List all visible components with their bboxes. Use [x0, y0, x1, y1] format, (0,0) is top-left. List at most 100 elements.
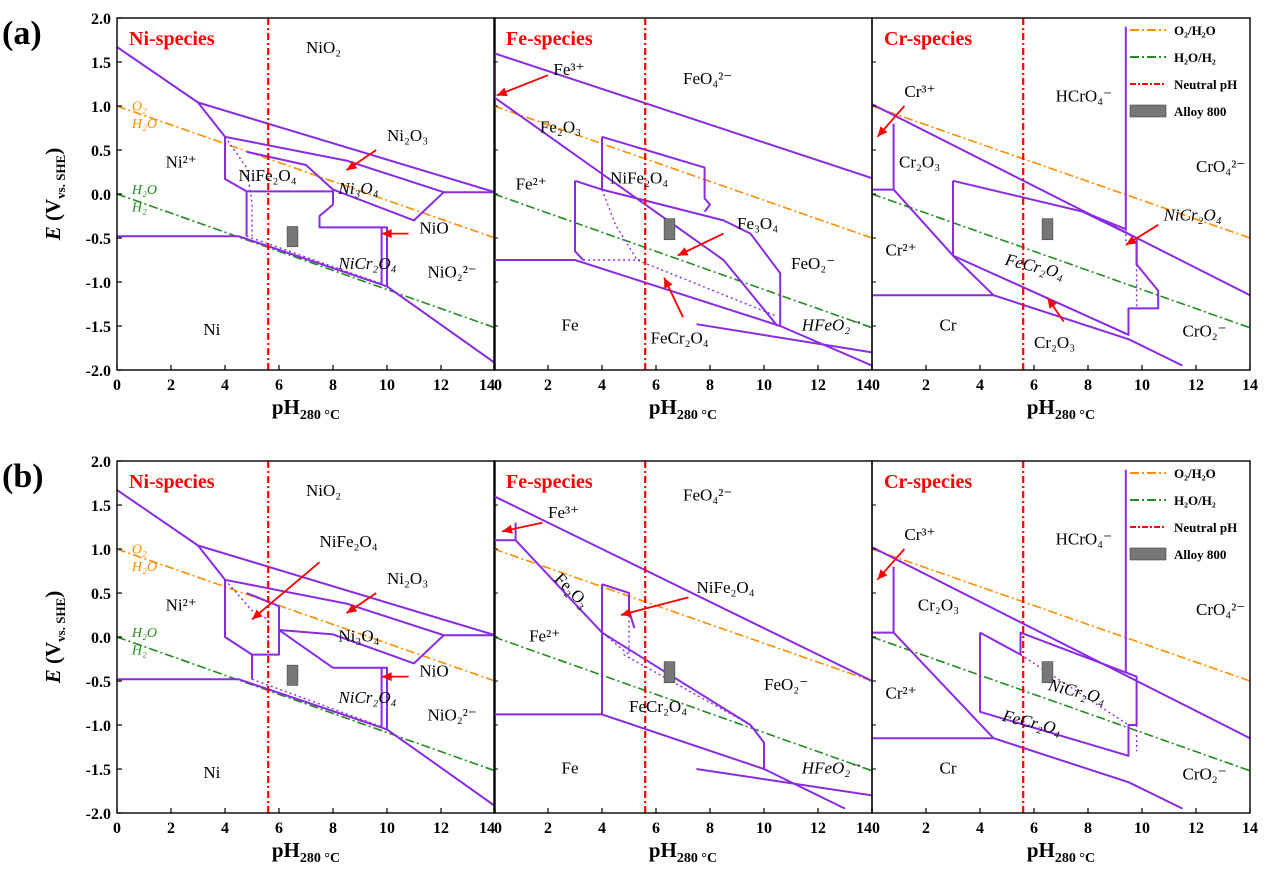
region-label: O₂: [132, 542, 147, 557]
region-label: Cr²⁺: [886, 241, 917, 260]
panel-title: Fe-species: [506, 471, 593, 493]
y-tick-label: 2.0: [91, 454, 111, 471]
y-tick-label: -1.5: [86, 762, 111, 779]
y-axis-label: E (Vvs. SHE): [41, 591, 68, 685]
panel-title: Ni-species: [129, 471, 215, 493]
phase-boundary: [1082, 26, 1127, 231]
legend-label-alloy: Alloy 800: [1174, 547, 1226, 562]
arrow-head: [677, 247, 689, 256]
arrow-head: [502, 524, 513, 534]
metastable-boundary: [1020, 654, 1129, 726]
annotation-label: Fe₃O₄: [737, 214, 778, 233]
phase-boundary: [252, 630, 280, 656]
region-label: FeO₂⁻: [764, 675, 808, 694]
legend-label-h2: H₂O/H₂: [1174, 50, 1216, 65]
legend-label-alloy: Alloy 800: [1174, 104, 1226, 119]
x-tick-label: 6: [1030, 377, 1038, 394]
phase-boundary: [514, 539, 765, 769]
x-tick-label: 14: [856, 377, 872, 394]
region-label: Ni₃O₄: [338, 626, 379, 645]
region-label: Ni²⁺: [166, 153, 197, 172]
annotation-label: Cr₂O₃: [1034, 333, 1075, 352]
region-label: FeCr₂O₄: [1000, 706, 1064, 739]
annotation-label: NiO: [419, 662, 448, 681]
region-label: FeCr₂O₄: [629, 697, 687, 716]
row-label: (a): [2, 15, 42, 52]
region-label: H₂O: [131, 117, 157, 132]
arrow-head: [1125, 235, 1137, 246]
phase-boundary: [224, 135, 495, 194]
region-label: Fe₂O₃: [551, 569, 594, 612]
phase-boundary: [494, 52, 872, 180]
x-tick-label: 6: [652, 377, 660, 394]
x-axis-label: pH280 °C: [1027, 395, 1095, 423]
phase-boundary: [246, 592, 445, 665]
region-label: CrO₄²⁻: [1196, 600, 1245, 619]
y-tick-label: 0.0: [91, 630, 111, 647]
panel-cr-species: HCrO₄⁻ Cr₂O₃ CrO₄²⁻ Cr²⁺ FeCr₂O₄ Cr CrO₂⁻ Cr³⁺ N…: [871, 17, 1258, 423]
phase-boundary: [197, 101, 248, 237]
phase-boundary: [696, 323, 872, 354]
annotation-label: Cr³⁺: [904, 525, 935, 544]
phase-boundary: [574, 179, 782, 326]
region-label: CrO₄²⁻: [1196, 157, 1245, 176]
x-tick-label: 8: [706, 820, 714, 837]
o2-h2o-line: [117, 548, 495, 682]
x-tick-label: 8: [329, 377, 337, 394]
phase-boundary: [278, 629, 388, 730]
x-tick-label: 12: [433, 820, 449, 837]
region-label: CrO₂⁻: [1183, 765, 1227, 784]
alloy-800-marker: [1041, 661, 1054, 684]
x-tick-label: 12: [1188, 377, 1204, 394]
y-tick-label: 0.5: [91, 586, 111, 603]
arrow-head: [381, 672, 392, 682]
region-label: Ni²⁺: [166, 596, 197, 615]
y-tick-label: -1.5: [86, 319, 111, 336]
region-label: Fe²⁺: [516, 175, 547, 194]
region-label: Cr: [940, 758, 957, 777]
h2o-h2-line: [872, 193, 1250, 329]
y-axis-label: E (Vvs. SHE): [41, 148, 68, 242]
metastable-boundary: [224, 136, 253, 237]
region-label: Cr₂O₃: [918, 596, 959, 615]
x-tick-label: 2: [922, 377, 930, 394]
y-tick-label: 1.5: [91, 498, 111, 515]
y-tick-label: 1.0: [91, 99, 111, 116]
legend-label-neutral: Neutral pH: [1174, 520, 1237, 535]
arrow-head: [381, 229, 392, 239]
alloy-800-marker: [286, 664, 299, 686]
y-tick-label: -0.5: [86, 231, 111, 248]
y-tick-label: -2.0: [86, 806, 111, 823]
region-label: NiO₂: [306, 481, 341, 500]
x-tick-label: 4: [598, 377, 606, 394]
phase-boundary: [601, 583, 636, 629]
legend-swatch-alloy: [1129, 547, 1167, 561]
x-tick-label: 0: [494, 820, 502, 837]
arrow-head: [877, 126, 888, 137]
region-label: H₂: [131, 644, 147, 659]
phase-boundary: [318, 203, 388, 287]
x-axis-label: pH280 °C: [1027, 838, 1095, 866]
x-tick-label: 6: [652, 820, 660, 837]
legend-label-neutral: Neutral pH: [1174, 77, 1237, 92]
figure-row: (b)E (Vvs. SHE)NiO₂Ni²⁺Ni₃O₄NiCr₂O₄NiO₂²…: [2, 454, 1258, 866]
h2o-h2-line: [117, 636, 495, 772]
legend-swatch-alloy: [1129, 104, 1167, 118]
phase-boundary: [696, 768, 872, 797]
y-tick-label: -0.5: [86, 674, 111, 691]
h2o-h2-line: [872, 636, 1250, 772]
x-tick-label: 12: [433, 377, 449, 394]
arrow-head: [664, 277, 673, 289]
region-label: FeO₄²⁻: [683, 486, 732, 505]
phase-boundary: [952, 179, 1160, 336]
x-tick-label: 0: [113, 377, 121, 394]
annotation-label: NiFe₂O₄: [320, 532, 378, 551]
x-tick-label: 4: [976, 820, 984, 837]
x-axis-label: pH280 °C: [649, 395, 717, 423]
alloy-800-marker: [1041, 218, 1054, 241]
phase-boundary: [574, 180, 584, 261]
phase-boundary: [494, 713, 846, 810]
panel-title: Cr-species: [884, 471, 972, 493]
panel-title: Ni-species: [129, 28, 215, 50]
